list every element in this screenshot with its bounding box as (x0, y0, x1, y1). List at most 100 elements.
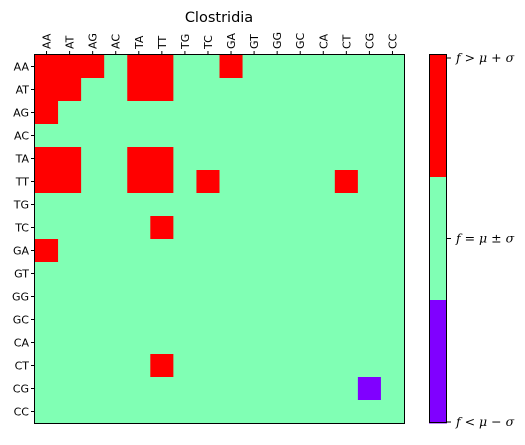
heatmap-cell-AT-TG (173, 78, 198, 102)
heatmap-cell-TA-AC (104, 147, 128, 171)
heatmap-cell-TC-TA (127, 216, 151, 240)
heatmap-cell-TG-TA (127, 193, 151, 217)
heatmap-cell-AT-CC (380, 78, 405, 102)
heatmap-cell-AG-CC (380, 101, 405, 125)
heatmap-cell-GC-TC (196, 308, 221, 332)
x-tick-label: AA (41, 33, 54, 49)
heatmap-cell-GT-AG (81, 262, 105, 286)
heatmap-cell-TC-TG (173, 216, 198, 240)
heatmap-cell-CA-CC (380, 331, 405, 355)
heatmap-cell-CA-AC (104, 331, 128, 355)
heatmap-cell-CG-AG (81, 377, 105, 401)
heatmap-cell-TA-AT (58, 147, 82, 171)
heatmap-cell-AG-GC (288, 101, 313, 125)
heatmap-cell-TG-AG (81, 193, 105, 217)
y-tick-label: AC (14, 130, 29, 143)
heatmap-cell-CC-TT (150, 400, 174, 424)
heatmap-cell-TT-TA (127, 170, 151, 194)
heatmap-cell-GG-GC (288, 285, 313, 309)
heatmap-cell-TG-AA (35, 193, 59, 217)
x-tick-label: GA (225, 32, 238, 49)
y-tick-label: GT (14, 268, 29, 281)
x-tick-label: CT (340, 34, 353, 49)
heatmap-cell-TT-GT (242, 170, 267, 194)
heatmap-cell-AC-TC (196, 124, 221, 148)
heatmap-cell-GA-AG (81, 239, 105, 263)
heatmap-cell-AC-TA (127, 124, 151, 148)
heatmap-cell-CA-CA (311, 331, 336, 355)
x-tick-label: GG (271, 32, 284, 49)
heatmap-cell-CC-GG (265, 400, 290, 424)
heatmap-cell-AG-TT (150, 101, 174, 125)
heatmap-cell-AG-TG (173, 101, 198, 125)
heatmap-cell-GT-AA (35, 262, 59, 286)
heatmap-cell-GC-GC (288, 308, 313, 332)
heatmap-cell-AA-CA (311, 55, 336, 79)
heatmap-cell-CA-TA (127, 331, 151, 355)
heatmap-cell-AC-AG (81, 124, 105, 148)
heatmap-cell-TG-AT (58, 193, 82, 217)
heatmap-cell-GT-CT (334, 262, 359, 286)
heatmap-cell-AT-AC (104, 78, 128, 102)
heatmap-cell-CG-CC (380, 377, 405, 401)
heatmap-cell-CC-TC (196, 400, 221, 424)
heatmap-cell-AG-AG (81, 101, 105, 125)
heatmap-cell-GT-CA (311, 262, 336, 286)
heatmap-cell-AC-TT (150, 124, 174, 148)
heatmap-cell-TC-GA (219, 216, 244, 240)
heatmap-cell-GT-TC (196, 262, 221, 286)
heatmap-cell-CC-GT (242, 400, 267, 424)
colorbar-label: f < μ − σ (455, 414, 515, 429)
heatmap-cell-GC-AA (35, 308, 59, 332)
heatmap-cell-AA-AT (58, 55, 82, 79)
x-tick-label: TC (202, 35, 215, 50)
x-tick-label: GC (294, 32, 307, 49)
heatmap-cell-AC-CG (357, 124, 382, 148)
heatmap-cell-CG-GA (219, 377, 244, 401)
heatmap-cell-TG-AC (104, 193, 128, 217)
heatmap-cell-CA-AT (58, 331, 82, 355)
heatmap-cell-GA-AC (104, 239, 128, 263)
heatmap-cell-TG-TT (150, 193, 174, 217)
heatmap-cell-AT-CT (334, 78, 359, 102)
heatmap-cell-CT-AA (35, 354, 59, 378)
heatmap-cell-TC-GC (288, 216, 313, 240)
heatmap-cell-CT-AT (58, 354, 82, 378)
heatmap-cell-AA-TC (196, 55, 221, 79)
y-tick-label: TC (14, 222, 29, 235)
heatmap-cell-TC-CG (357, 216, 382, 240)
heatmap-cell-TA-CT (334, 147, 359, 171)
heatmap-cell-AA-GC (288, 55, 313, 79)
y-tick-label: CG (13, 383, 29, 396)
heatmap-cell-AT-GG (265, 78, 290, 102)
heatmap-cell-AA-AC (104, 55, 128, 79)
heatmap-cell-CT-GT (242, 354, 267, 378)
heatmap-cell-GA-GA (219, 239, 244, 263)
x-tick-label: CG (363, 33, 376, 49)
heatmap-cell-TT-AA (35, 170, 59, 194)
heatmap-cell-GC-CC (380, 308, 405, 332)
heatmap-cell-GT-GG (265, 262, 290, 286)
heatmap-cell-TT-GG (265, 170, 290, 194)
heatmap-cell-GG-TC (196, 285, 221, 309)
heatmap-cell-TT-CT (334, 170, 359, 194)
heatmap-cell-CG-AA (35, 377, 59, 401)
heatmap-cell-AA-AA (35, 55, 59, 79)
heatmap-cell-TC-CA (311, 216, 336, 240)
heatmap-cell-AC-GG (265, 124, 290, 148)
heatmap-cells (35, 55, 405, 424)
heatmap-cell-AG-CA (311, 101, 336, 125)
heatmap-cell-GT-AT (58, 262, 82, 286)
heatmap-cell-GT-TT (150, 262, 174, 286)
heatmap-cell-GT-GT (242, 262, 267, 286)
x-tick-label: CC (386, 33, 399, 49)
colorbar-segment (429, 300, 447, 424)
heatmap-cell-CA-CG (357, 331, 382, 355)
heatmap-cell-CG-CA (311, 377, 336, 401)
chart-title: Clostridia (185, 10, 253, 26)
heatmap-cell-CG-AC (104, 377, 128, 401)
heatmap-cell-GG-CT (334, 285, 359, 309)
x-tick-label: AG (87, 33, 100, 49)
heatmap-cell-CG-CT (334, 377, 359, 401)
heatmap-cell-TA-GA (219, 147, 244, 171)
